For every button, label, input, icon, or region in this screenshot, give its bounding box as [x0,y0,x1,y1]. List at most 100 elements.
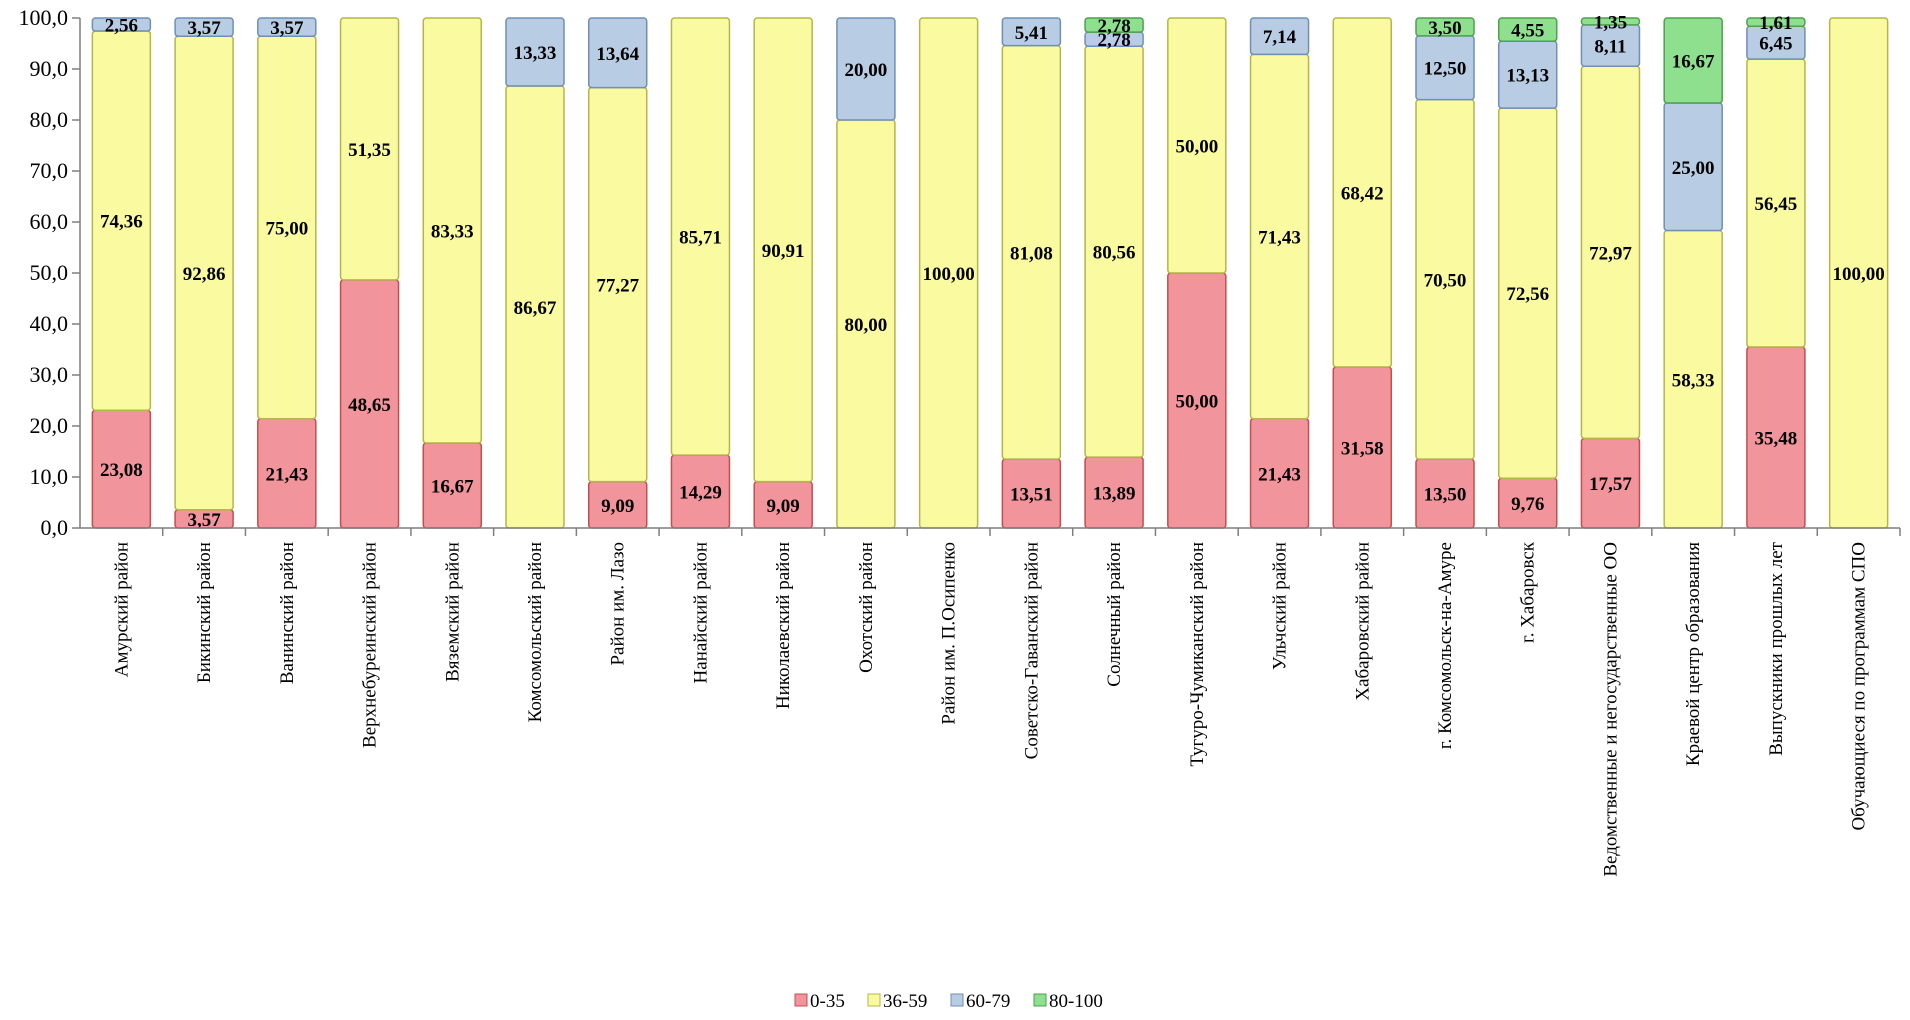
data-label: 70,50 [1424,270,1467,291]
bar-range-60-79 [836,17,896,121]
x-tick-label: Ванинский район [277,542,298,684]
data-label: 75,00 [265,218,308,239]
data-label: 13,13 [1506,66,1549,87]
bar-range-36-59 [670,17,731,456]
x-tick-label: Хабаровский район [1352,542,1373,701]
data-labels: 23,08 74,36 2,56 3,57 92,86 3,57 21,43 75,00 3,5… [100,12,1885,530]
data-label: 68,42 [1341,183,1384,204]
y-axis: 0,0 10,0 20,0 30,0 40,0 50,0 60,0 70,0 80,0 90,0 1… [19,5,81,540]
data-label: 3,50 [1428,18,1461,39]
data-label: 7,14 [1263,27,1297,48]
x-tick-label: Тугуро-Чумиканский район [1187,542,1208,767]
x-tick-label: Краевой центр образования [1683,542,1704,766]
data-label: 90,91 [762,241,805,262]
legend-swatch-range-60-79 [950,993,964,1007]
bar-range-36-59 [339,17,400,281]
data-label: 17,57 [1589,474,1632,495]
x-axis: Амурский район Бикинский район Ванинский р… [80,527,1901,877]
data-label: 21,43 [1258,464,1301,485]
data-label: 13,64 [596,44,639,65]
data-label: 13,51 [1010,485,1053,506]
x-tick-label: Обучающиеся по программам СПО [1849,542,1870,831]
data-label: 8,11 [1594,37,1626,58]
x-tick-label: Бикинский район [194,542,215,683]
legend-label-range-80-100: 80-100 [1049,991,1103,1012]
data-label: 48,65 [348,395,391,416]
bar-range-60-79 [505,17,565,87]
bar-range-80-100 [1084,17,1144,33]
data-label: 23,08 [100,460,143,481]
data-label: 86,67 [514,298,557,319]
data-label: 100,00 [1833,264,1885,285]
data-label: 51,35 [348,140,391,161]
data-label: 13,89 [1093,484,1136,505]
bar-range-36-59 [1167,17,1227,274]
x-tick-label: Комсомольский район [525,542,546,722]
x-tick-label: Николаевский район [773,542,794,709]
x-tick-label: г. Комсомольск-на-Амуре [1435,542,1456,749]
data-label: 21,43 [265,464,308,485]
data-label: 3,57 [270,18,304,39]
x-tick-label: Выпускники прошлых лет [1766,541,1787,755]
x-tick-label: Вяземский район [442,542,463,682]
bar-range-36-59 [422,17,483,444]
data-label: 14,29 [679,483,722,504]
legend-swatch-range-80-100 [1033,993,1047,1007]
data-label: 4,55 [1511,21,1544,42]
legend-swatch-range-36-59 [867,993,881,1007]
bar-range-80-100 [1580,17,1641,26]
x-tick-label: Амурский район [111,542,132,677]
data-label: 25,00 [1672,158,1715,179]
legend: 0-35 36-59 60-79 80-100 [794,991,1103,1012]
y-tick-label: 60,0 [30,209,69,234]
y-tick-label: 80,0 [30,107,69,132]
y-tick-label: 40,0 [30,311,69,336]
bar-range-60-79 [1001,17,1062,47]
data-label: 31,58 [1341,438,1384,459]
data-label: 13,33 [514,43,557,64]
y-tick-label: 20,0 [30,413,69,438]
data-label: 83,33 [431,221,474,242]
data-label: 13,50 [1424,485,1467,506]
x-tick-label: г. Хабаровск [1518,541,1539,643]
bar-range-60-79 [91,17,152,32]
x-tick-label: Советско-Гаванский район [1021,542,1042,759]
data-label: 77,27 [596,276,639,297]
x-tick-label: Район им. П.Осипенко [939,542,960,725]
bar-range-36-59 [753,17,813,483]
bar-range-80-100 [1497,17,1558,42]
data-label: 9,09 [767,496,800,517]
bar-range-80-100 [1663,17,1723,104]
data-label: 74,36 [100,212,143,233]
data-label: 71,43 [1258,228,1301,249]
legend-swatch-range-0-35 [794,993,808,1007]
x-tick-label: Район им. Лазо [608,542,629,666]
data-label: 1,35 [1594,12,1627,33]
data-label: 50,00 [1175,392,1218,413]
y-tick-label: 30,0 [30,362,69,387]
data-label: 1,61 [1759,13,1792,34]
legend-label-range-60-79: 60-79 [966,991,1010,1012]
bar-range-80-100 [1415,17,1475,37]
y-tick-label: 100,0 [19,5,69,30]
bar-range-60-79 [257,17,317,37]
data-label: 50,00 [1175,137,1218,158]
data-label: 16,67 [431,476,474,497]
x-tick-label: Солнечный район [1104,542,1125,687]
data-label: 72,97 [1589,243,1632,264]
x-tick-label: Ульчский район [1270,542,1291,670]
data-label: 100,00 [923,264,975,285]
data-label: 2,56 [105,16,138,37]
y-tick-label: 10,0 [30,464,69,489]
bar-range-36-59 [1332,17,1393,368]
legend-label-range-36-59: 36-59 [883,991,927,1012]
data-label: 2,78 [1097,30,1130,51]
data-label: 3,57 [187,18,221,39]
data-label: 20,00 [845,60,888,81]
bar-range-80-100 [1746,17,1806,28]
x-tick-label: Ведомственные и негосударственные ОО [1600,542,1621,877]
data-label: 9,09 [601,496,634,517]
data-label: 12,50 [1424,59,1467,80]
y-tick-label: 50,0 [30,260,69,285]
legend-label-range-0-35: 0-35 [810,991,845,1012]
